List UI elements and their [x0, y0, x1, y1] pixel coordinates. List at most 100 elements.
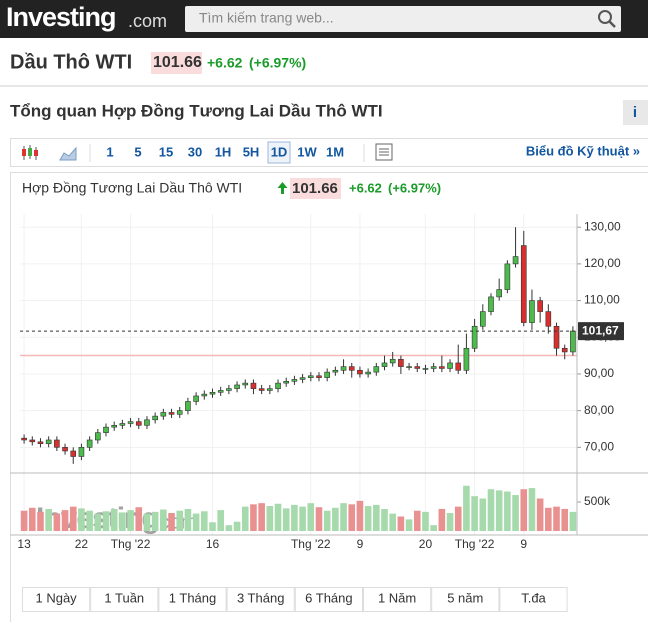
- logo[interactable]: Investing: [6, 2, 116, 32]
- volume-bar: [570, 512, 577, 531]
- candle-body: [439, 367, 444, 369]
- candle-body: [456, 363, 461, 370]
- volume-bar: [86, 511, 93, 531]
- instrument-change-pct: (+6.97%): [249, 55, 306, 71]
- volume-bar: [316, 507, 323, 531]
- volume-bar: [275, 504, 282, 531]
- range-button-label[interactable]: 1 Ngày: [35, 590, 77, 605]
- candle-body: [415, 367, 420, 369]
- y-tick-label: 110,00: [584, 293, 620, 307]
- volume-bar: [209, 522, 216, 531]
- volume-bar: [283, 508, 290, 531]
- volume-bar: [529, 488, 536, 531]
- chart-panel: [11, 173, 648, 623]
- volume-bar: [62, 510, 69, 531]
- volume-bar: [267, 506, 274, 531]
- candle-body: [472, 326, 477, 348]
- y-tick-label: 80,00: [584, 403, 614, 417]
- range-button-label[interactable]: 5 năm: [447, 590, 483, 605]
- x-tick-label: Thg '22: [455, 537, 495, 551]
- x-tick-label: Thg '22: [111, 537, 151, 551]
- volume-bar: [160, 510, 167, 531]
- interval-button[interactable]: 1D: [271, 144, 288, 159]
- candle-body: [144, 420, 149, 426]
- candle-body: [513, 257, 518, 264]
- candle-body: [202, 394, 207, 396]
- range-button-label[interactable]: 3 Tháng: [237, 590, 284, 605]
- candle-body: [95, 433, 100, 440]
- candle-icon[interactable]: [22, 145, 38, 160]
- candle-body: [488, 297, 493, 312]
- logo-suffix[interactable]: .com: [128, 11, 167, 31]
- x-tick-label: Thg '22: [291, 537, 331, 551]
- interval-button[interactable]: 5H: [243, 144, 260, 159]
- volume-bar: [119, 512, 126, 531]
- candle-body: [87, 440, 92, 447]
- volume-bar: [176, 511, 183, 531]
- candle-body: [464, 348, 469, 370]
- candle-body: [505, 264, 510, 290]
- candle-body: [218, 390, 223, 392]
- candle-body: [136, 422, 141, 426]
- interval-button[interactable]: 30: [188, 144, 202, 159]
- candle-body: [120, 423, 125, 425]
- volume-bar: [299, 507, 306, 531]
- volume-bar: [348, 504, 355, 531]
- range-button-label[interactable]: 1 Năm: [378, 590, 416, 605]
- candle-body: [398, 359, 403, 366]
- candle-body: [366, 372, 371, 374]
- range-button-label[interactable]: 6 Tháng: [305, 590, 352, 605]
- volume-bar: [226, 525, 233, 531]
- chart-change-pct: (+6.97%): [388, 180, 441, 195]
- candle-body: [316, 376, 321, 378]
- range-button-label[interactable]: 1 Tuần: [104, 590, 144, 605]
- volume-bar: [95, 514, 102, 531]
- interval-button[interactable]: 15: [159, 144, 173, 159]
- volume-bar: [471, 496, 478, 531]
- candle-body: [284, 381, 289, 383]
- volume-bar: [135, 507, 142, 531]
- candle-body: [30, 440, 35, 442]
- candle-body: [341, 367, 346, 371]
- volume-bar: [70, 507, 77, 531]
- x-tick-label: 20: [419, 537, 433, 551]
- volume-bar: [512, 495, 519, 531]
- candle-body: [259, 389, 264, 391]
- interval-button[interactable]: 1M: [326, 144, 344, 159]
- volume-bar: [152, 512, 159, 531]
- candle-body: [390, 359, 395, 363]
- volume-bar: [291, 505, 298, 531]
- volume-bar: [103, 511, 110, 531]
- candle-body: [333, 370, 338, 372]
- interval-button[interactable]: 1: [106, 144, 113, 159]
- range-button-label[interactable]: 1 Tháng: [169, 590, 216, 605]
- search-placeholder[interactable]: Tìm kiếm trang web...: [199, 10, 334, 26]
- interval-button[interactable]: 1H: [215, 144, 232, 159]
- info-icon[interactable]: i: [633, 104, 637, 121]
- volume-bar: [250, 504, 257, 531]
- candle-body: [349, 367, 354, 371]
- volume-bar: [111, 509, 118, 531]
- interval-button[interactable]: 5: [134, 144, 141, 159]
- y-tick-label: 130,00: [584, 219, 621, 233]
- volume-bar: [201, 511, 208, 531]
- candle-body: [357, 370, 362, 374]
- candle-body: [431, 367, 436, 369]
- last-price-label: 101,67: [582, 323, 619, 337]
- section-title: Tổng quan Hợp Đồng Tương Lai Dầu Thô WTI: [10, 101, 383, 120]
- instrument-change: +6.62: [207, 55, 243, 71]
- candle-body: [63, 447, 68, 451]
- candle-body: [161, 412, 166, 416]
- volume-bar: [422, 512, 429, 531]
- x-tick-label: 9: [357, 537, 364, 551]
- interval-button[interactable]: 1W: [297, 144, 317, 159]
- technical-chart-link[interactable]: Biểu đồ Kỹ thuật »: [526, 143, 640, 158]
- candle-body: [562, 348, 567, 352]
- candle-body: [128, 422, 133, 424]
- volume-bar: [439, 509, 446, 531]
- volume-bar: [381, 509, 388, 531]
- candle-body: [54, 440, 59, 447]
- range-button-label[interactable]: T.đa: [521, 590, 546, 605]
